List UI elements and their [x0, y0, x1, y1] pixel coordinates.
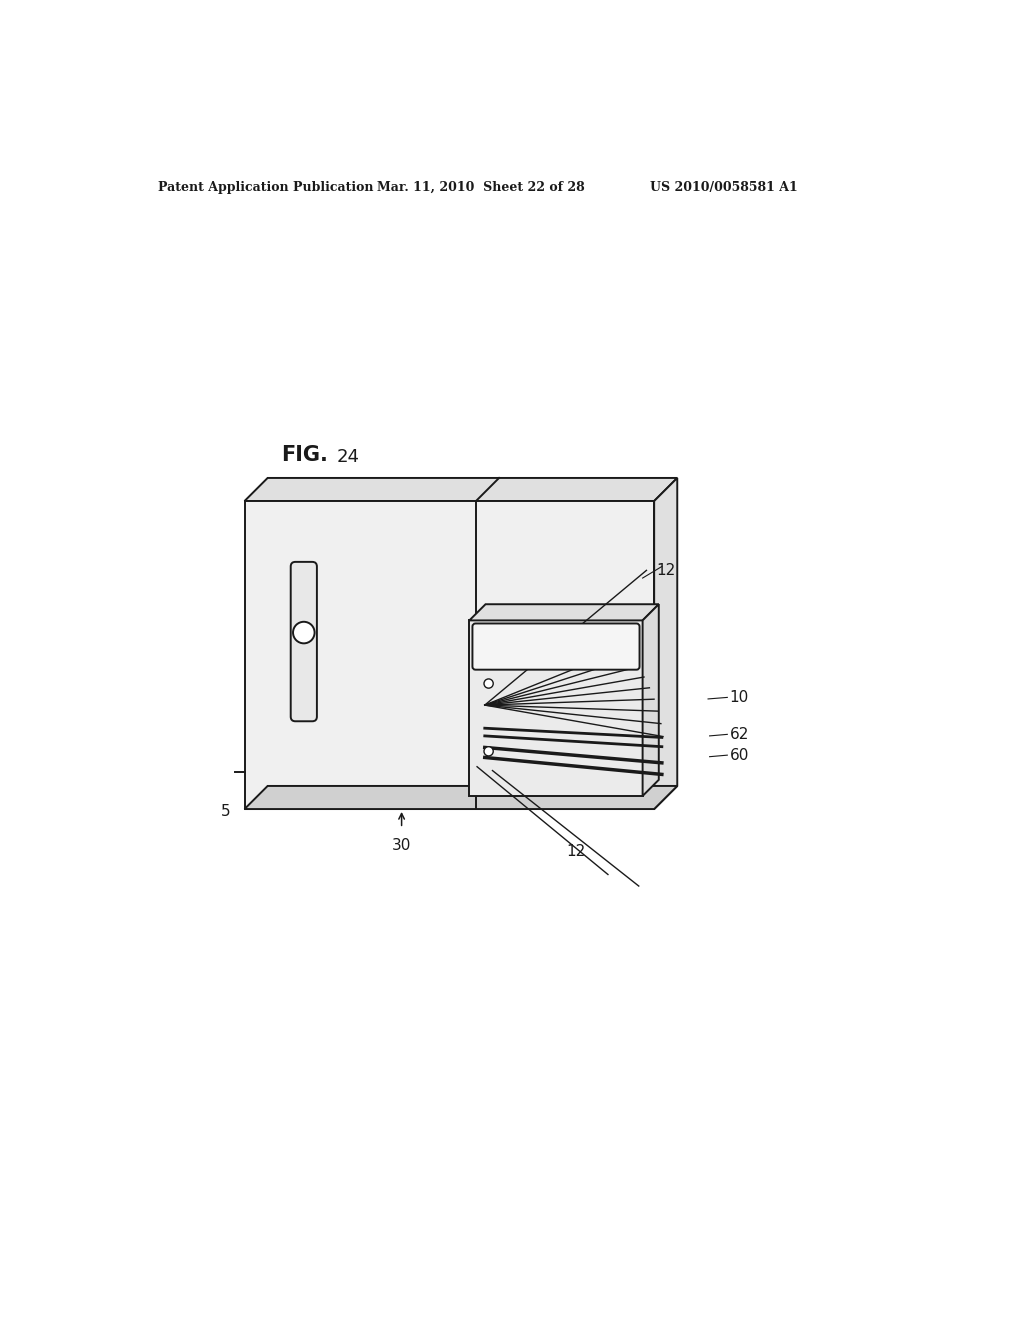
- Polygon shape: [469, 620, 643, 796]
- Text: 10: 10: [730, 690, 749, 705]
- Polygon shape: [245, 478, 677, 502]
- Polygon shape: [245, 502, 654, 809]
- Circle shape: [484, 747, 494, 756]
- Polygon shape: [643, 605, 658, 796]
- Text: 60: 60: [730, 747, 749, 763]
- FancyBboxPatch shape: [291, 562, 316, 721]
- Polygon shape: [245, 785, 677, 809]
- Circle shape: [484, 678, 494, 688]
- Text: 5: 5: [221, 804, 230, 818]
- Polygon shape: [469, 605, 658, 620]
- Text: Mar. 11, 2010  Sheet 22 of 28: Mar. 11, 2010 Sheet 22 of 28: [377, 181, 585, 194]
- Text: 62: 62: [730, 727, 749, 742]
- Polygon shape: [654, 478, 677, 809]
- FancyBboxPatch shape: [472, 623, 640, 669]
- Text: 24: 24: [337, 449, 359, 466]
- Text: 12: 12: [656, 562, 676, 578]
- Circle shape: [293, 622, 314, 643]
- Text: Patent Application Publication: Patent Application Publication: [158, 181, 373, 194]
- Text: 12: 12: [566, 843, 586, 859]
- Text: FIG.: FIG.: [281, 445, 328, 465]
- Text: 30: 30: [392, 838, 412, 853]
- Text: US 2010/0058581 A1: US 2010/0058581 A1: [649, 181, 798, 194]
